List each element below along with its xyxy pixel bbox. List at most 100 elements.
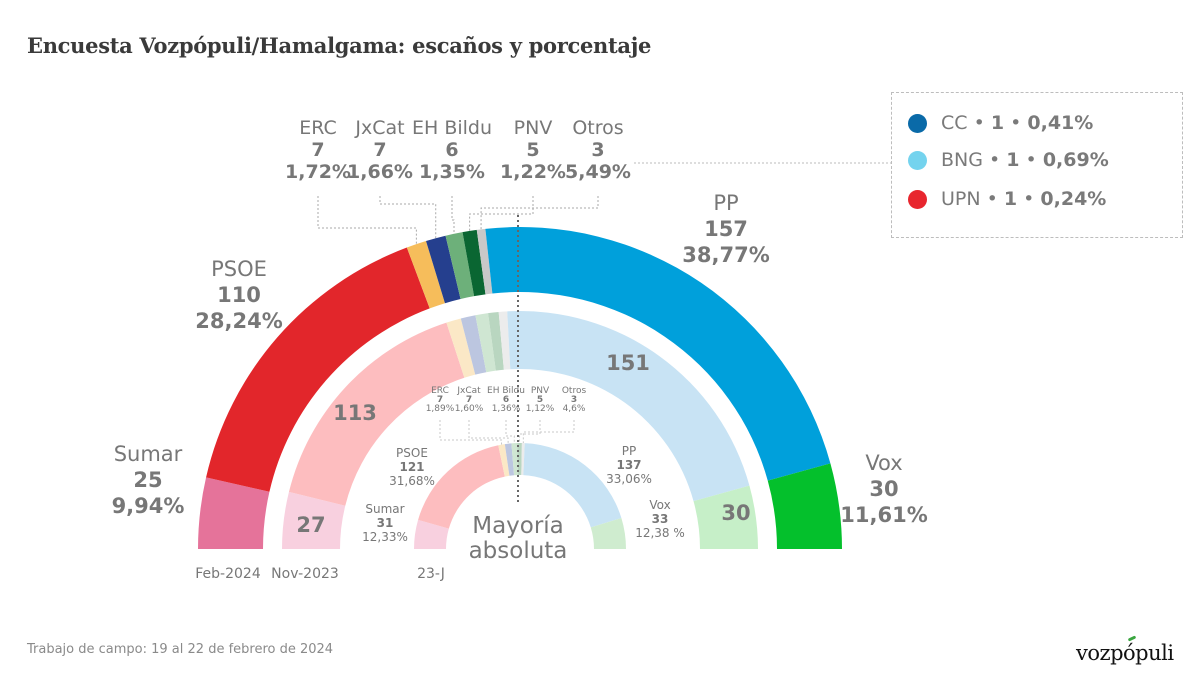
inner-leader-line-otros [522,420,575,444]
label-feb-otros-seats: 3 [591,139,604,161]
label-23j-vox-name: Vox [649,498,670,512]
label-feb-jxcat-name: JxCat [354,117,404,139]
label-23j-otros-seats: 3 [571,395,577,405]
center-label-line2: absoluta [469,538,568,564]
label-feb-vox-name: Vox [865,451,902,475]
legend-pct: 0,41% [1027,112,1094,134]
legend-item-bng: BNG • 1 • 0,69% [908,149,1109,171]
segment-feb-2024-sumar [198,477,270,549]
label-feb-vox-pct: 11,61% [840,503,927,527]
segment-23-j-jxcat [504,443,515,476]
label-23j-sumar-name: Sumar [365,502,404,516]
label-23j-pnv-name: PNV [531,386,550,396]
label-feb-otros-name: Otros [572,117,623,139]
segment-23-j-eh-bildu [511,443,519,476]
cc-color-dot [908,113,927,133]
label-23j-vox-pct: 12,38 % [635,526,685,540]
label-feb-eh-bildu-seats: 6 [445,139,458,161]
legend-seats: 1 [1003,188,1018,210]
label-feb-sumar-pct: 9,94% [112,494,185,518]
label-23j-vox-seats: 33 [652,512,669,526]
segment-feb-2024-pp [485,227,831,481]
leader-line-eh-bildu [451,196,455,234]
segment-feb-2024-vox [767,463,842,549]
label-23j-otros-pct: 4,6% [563,404,586,414]
segment-23-j-vox [590,518,626,549]
label-feb-psoe-pct: 28,24% [195,309,282,333]
label-feb-erc-seats: 7 [311,139,324,161]
label-23j-erc-pct: 1,89% [426,404,455,414]
label-23j-jxcat-pct: 1,60% [455,404,484,414]
segment-nov-2023-otros [498,311,511,370]
brand-logo: vozpópuli [1076,641,1174,665]
label-23j-eh-bildu-pct: 1,36% [492,404,521,414]
label-23j-eh-bildu-seats: 6 [503,395,509,405]
label-feb-jxcat-pct: 1,66% [347,161,413,183]
legend-item-upn: UPN • 1 • 0,24% [908,188,1106,210]
label-feb-pp-pct: 38,77% [682,243,769,267]
label-feb-pnv-name: PNV [514,117,553,139]
bng-color-dot [908,150,927,170]
label-23j-sumar-seats: 31 [377,516,394,530]
label-23j-psoe-seats: 121 [399,460,424,474]
inner-leader-line-eh-bildu [505,420,515,444]
segment-nov-2023-sumar [282,491,346,549]
label-nov-pp-seats: 151 [606,351,650,375]
label-23j-pnv-pct: 1,12% [526,404,555,414]
ring-label-nov-2023: Nov-2023 [271,566,339,582]
minor-parties-legend: CC • 1 • 0,41% BNG • 1 • 0,69% UPN • 1 •… [891,92,1183,238]
ring-label-23-j: 23-J [417,566,445,582]
legend-seats: 1 [990,112,1005,134]
label-23j-pp-pct: 33,06% [606,472,652,486]
legend-party: UPN [941,188,981,210]
segment-23-j-otros [521,443,525,476]
legend-party: BNG [941,149,983,171]
label-feb-pnv-seats: 5 [526,139,539,161]
rings [198,227,842,549]
label-23j-psoe-pct: 31,68% [389,474,435,488]
label-feb-pp-name: PP [713,191,738,215]
labels: Feb-2024 Nov-2023 23-JSumar259,94%PSOE1102… [112,117,928,582]
label-feb-jxcat-seats: 7 [373,139,386,161]
label-feb-eh-bildu-name: EH Bildu [412,117,492,139]
label-feb-pp-seats: 157 [704,217,748,241]
label-23j-pnv-seats: 5 [537,395,543,405]
label-feb-otros-pct: 5,49% [565,161,631,183]
segment-nov-2023-jxcat [460,315,487,375]
label-23j-sumar-pct: 12,33% [362,530,408,544]
label-nov-psoe-seats: 113 [333,401,377,425]
segment-23-j-psoe [418,445,505,529]
label-feb-eh-bildu-pct: 1,35% [419,161,485,183]
label-23j-eh-bildu-name: EH Bildu [487,386,525,396]
center-label-line1: Mayoría [472,513,564,539]
leader-lines [317,162,891,445]
label-nov-sumar-seats: 27 [296,513,325,537]
segment-feb-2024-jxcat [426,235,461,304]
leader-line-jxcat [379,196,437,239]
label-feb-erc-pct: 1,72% [285,161,351,183]
label-feb-erc-name: ERC [299,117,337,139]
label-feb-pnv-pct: 1,22% [500,161,566,183]
segment-feb-2024-eh-bildu [445,232,475,299]
label-23j-jxcat-seats: 7 [466,395,472,405]
segment-feb-2024-pnv [462,229,486,297]
label-feb-psoe-name: PSOE [211,257,267,281]
label-23j-jxcat-name: JxCat [456,386,481,396]
segment-nov-2023-erc [446,318,476,378]
label-23j-pp-seats: 137 [616,458,641,472]
label-feb-sumar-seats: 25 [133,468,162,492]
leader-line-otros [480,196,599,230]
legend-item-cc: CC • 1 • 0,41% [908,112,1093,134]
segment-nov-2023-pnv [488,311,504,371]
ring-label-feb-2024: Feb-2024 [195,566,261,582]
label-23j-erc-name: ERC [431,386,449,396]
segment-23-j-erc [498,444,510,477]
label-23j-psoe-name: PSOE [396,446,428,460]
label-23j-erc-seats: 7 [437,395,443,405]
upn-color-dot [908,189,927,209]
label-feb-sumar-name: Sumar [114,442,183,466]
chart-title: Encuesta Vozpópuli/Hamalgama: escaños y … [27,33,652,58]
inner-leader-line-pnv [519,420,541,444]
legend-party: CC [941,112,968,134]
